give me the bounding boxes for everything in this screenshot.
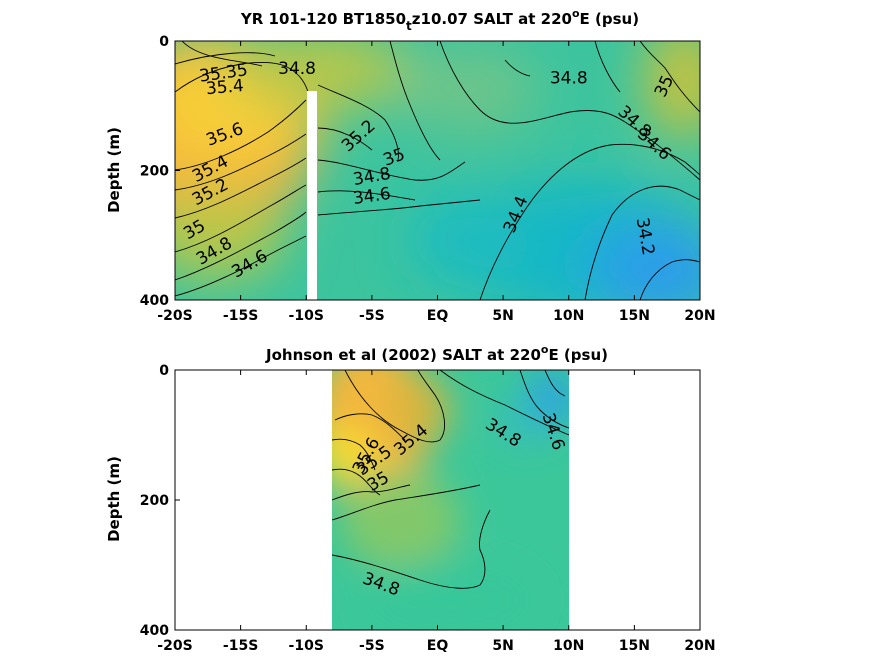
bottom-panel: Johnson et al (2002) SALT at 220oE (psu) [105, 343, 716, 654]
bottom-ytick-label: 0 [159, 363, 169, 379]
bottom-title: Johnson et al (2002) SALT at 220oE (psu) [265, 343, 608, 364]
bottom-xtick-label: EQ [427, 638, 449, 654]
top-contour-label: 34.8 [278, 59, 316, 79]
top-xtick-label: 5N [492, 308, 513, 324]
bottom-ticks: -20S -15S -10S -5S EQ 5N 10N 15N 20N 0 200 400 [140, 363, 716, 654]
top-xtick-label: -15S [223, 308, 258, 324]
top-xtick-label: -10S [289, 308, 324, 324]
top-panel: YR 101-120 BT1850tz10.07 SALT at 220oE (… [105, 7, 716, 324]
bottom-xtick-label: 10N [553, 638, 584, 654]
top-xtick-label: 20N [684, 308, 715, 324]
top-title: YR 101-120 BT1850tz10.07 SALT at 220oE (… [240, 7, 639, 33]
bottom-xtick-label: -10S [289, 638, 324, 654]
top-xtick-label: 10N [553, 308, 584, 324]
bottom-ytick-label: 400 [140, 623, 169, 639]
bottom-xtick-label: 15N [619, 638, 650, 654]
bottom-xtick-label: -5S [359, 638, 385, 654]
top-ytick-label: 200 [140, 164, 169, 180]
top-salinity-field [175, 41, 700, 300]
top-contour-label: 35.4 [205, 76, 244, 99]
top-ytick-label: 400 [140, 293, 169, 309]
top-y-axis-label: Depth (m) [105, 127, 123, 213]
bottom-xtick-label: -20S [157, 638, 192, 654]
top-xtick-label: -20S [157, 308, 192, 324]
bottom-xtick-label: 20N [684, 638, 715, 654]
top-xtick-label: EQ [427, 308, 449, 324]
top-ticks: -20S -15S -10S -5S EQ 5N 10N 15N 20N 0 200 400 [140, 34, 716, 324]
bottom-salinity-field [332, 370, 569, 630]
top-ytick-label: 0 [159, 34, 169, 50]
bottom-xtick-label: -15S [223, 638, 258, 654]
top-xtick-label: -5S [359, 308, 385, 324]
bottom-ytick-label: 200 [140, 493, 169, 509]
top-contour-label: 34.8 [550, 69, 588, 89]
bottom-xtick-label: 5N [492, 638, 513, 654]
bottom-y-axis-label: Depth (m) [105, 456, 123, 542]
top-xtick-label: 15N [619, 308, 650, 324]
top-missing-data-gap [307, 91, 317, 300]
